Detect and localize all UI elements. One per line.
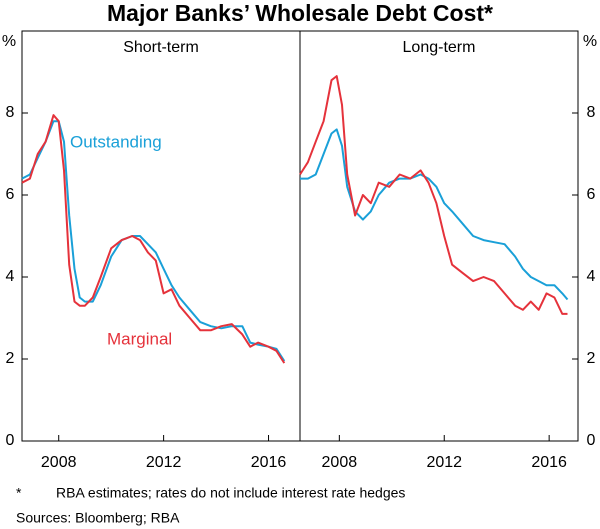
series-label: Outstanding xyxy=(70,132,162,151)
x-tick-label: 2012 xyxy=(426,454,462,471)
y-tick-label: 6 xyxy=(587,186,596,203)
footnote-mark: * xyxy=(16,485,22,501)
sources: Sources: Bloomberg; RBA xyxy=(16,510,180,526)
series-line xyxy=(299,75,568,315)
y-tick-label: 4 xyxy=(587,268,596,285)
y-tick-label: 4 xyxy=(6,268,15,285)
y-tick-label: 2 xyxy=(587,350,596,367)
y-tick-label: 2 xyxy=(6,350,15,367)
x-tick-label: 2016 xyxy=(251,454,287,471)
panel-title: Short-term xyxy=(123,39,199,56)
x-tick-label: 2016 xyxy=(531,454,567,471)
y-tick-label: 6 xyxy=(6,186,15,203)
y-axis-label: % xyxy=(2,33,16,50)
footnote: RBA estimates; rates do not include inte… xyxy=(56,485,405,501)
x-tick-label: 2008 xyxy=(41,454,77,471)
series-label: Marginal xyxy=(107,329,172,348)
y-tick-label: 8 xyxy=(6,104,15,121)
panel-title: Long-term xyxy=(403,39,476,56)
x-tick-label: 2008 xyxy=(322,454,358,471)
chart-title: Major Banks’ Wholesale Debt Cost* xyxy=(107,0,493,26)
x-tick-label: 2012 xyxy=(146,454,182,471)
y-axis-label: % xyxy=(583,33,597,50)
series-line xyxy=(21,120,286,362)
y-tick-label: 0 xyxy=(587,432,596,449)
y-tick-label: 0 xyxy=(6,432,15,449)
y-tick-label: 8 xyxy=(587,104,596,121)
series-line xyxy=(300,128,569,301)
series-line xyxy=(21,114,286,364)
